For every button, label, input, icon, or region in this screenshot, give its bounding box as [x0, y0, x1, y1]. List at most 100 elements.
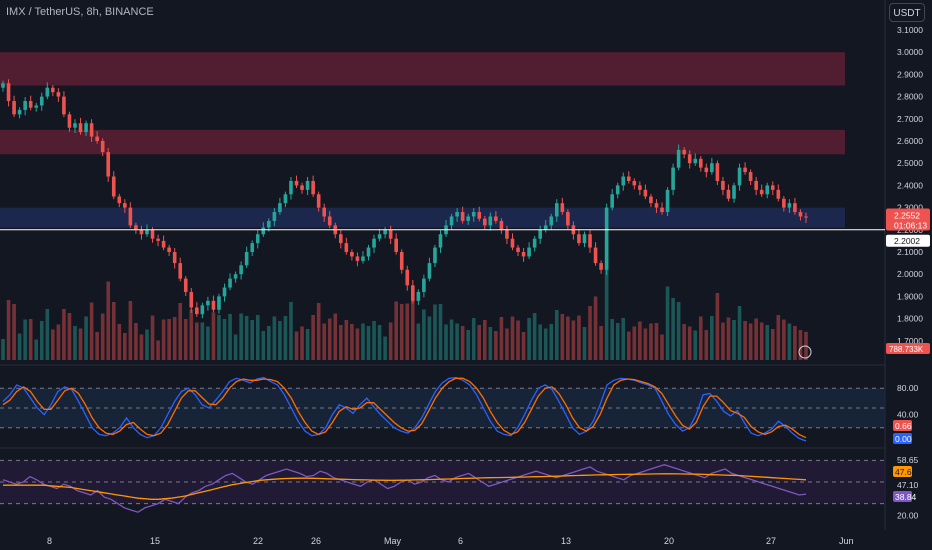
- candle-body: [12, 101, 16, 115]
- candle-body: [477, 212, 482, 219]
- volume-bar: [477, 325, 482, 360]
- candle-body: [366, 247, 371, 257]
- volume-bar: [339, 325, 343, 360]
- candle-body: [770, 185, 775, 190]
- volume-bar: [67, 313, 72, 360]
- candle-body: [95, 136, 99, 141]
- candle-body: [427, 263, 432, 279]
- candle-body: [610, 194, 614, 208]
- candle-body: [483, 218, 487, 226]
- volume-bar: [294, 331, 299, 360]
- candle-body: [62, 96, 66, 115]
- volume-bar: [289, 302, 293, 360]
- candle-body: [305, 180, 310, 190]
- candle-body: [726, 189, 731, 199]
- currency-button[interactable]: USDT: [889, 3, 925, 22]
- candle-body: [56, 92, 61, 97]
- candle-body: [748, 172, 753, 181]
- price-tick-label: 2.5000: [897, 158, 923, 168]
- candle-body: [311, 180, 315, 195]
- volume-bar: [660, 334, 664, 360]
- candle-body: [161, 240, 166, 248]
- volume-bar: [73, 326, 77, 360]
- candle-body: [737, 167, 742, 186]
- candle-body: [793, 203, 797, 213]
- candle-body: [665, 189, 670, 213]
- candle-body: [532, 238, 537, 248]
- candle-body: [554, 203, 559, 217]
- candle-body: [494, 216, 498, 221]
- candle-body: [804, 216, 808, 218]
- candle-body: [776, 189, 781, 199]
- candle-body: [671, 167, 675, 190]
- price-tick-label: 2.1000: [897, 247, 923, 257]
- volume-bar: [366, 326, 371, 360]
- volume-bar: [272, 316, 277, 360]
- rsi-value: 38.84: [895, 492, 917, 502]
- volume-bar: [145, 329, 149, 360]
- volume-bar: [427, 316, 432, 360]
- volume-bar: [577, 315, 581, 360]
- volume-bar: [455, 323, 459, 360]
- candle-body: [710, 163, 714, 173]
- volume-bar: [416, 323, 421, 360]
- volume-bar: [261, 331, 266, 360]
- volume-bar: [710, 316, 714, 360]
- volume-bar: [399, 304, 404, 360]
- candle-body: [394, 238, 398, 252]
- volume-bar: [23, 319, 27, 360]
- candle-body: [416, 291, 421, 301]
- candle-body: [145, 229, 149, 235]
- candle-body: [449, 216, 454, 226]
- volume-bar: [189, 309, 194, 360]
- volume-bar: [798, 330, 803, 360]
- candle-body: [422, 278, 426, 292]
- rsi-ma-line: [3, 473, 807, 500]
- candle-body: [638, 185, 642, 190]
- candle-body: [715, 163, 720, 181]
- candle-body: [178, 263, 183, 279]
- volume-bar: [560, 314, 565, 360]
- candle-body: [649, 196, 653, 204]
- volume-bar: [244, 316, 249, 360]
- candle-body: [322, 207, 326, 217]
- volume-bar: [305, 329, 310, 360]
- stoch-d-line: [2, 377, 807, 439]
- price-tick-label: 2.0000: [897, 269, 923, 279]
- last-price-label: 2.2552: [894, 211, 920, 221]
- volume-bar: [172, 317, 177, 360]
- volume-bar: [405, 303, 410, 360]
- price-tick-label: 2.6000: [897, 136, 923, 146]
- candle-body: [128, 207, 133, 226]
- candle-body: [100, 141, 105, 153]
- volume-bar: [626, 331, 631, 360]
- candle-body: [261, 227, 266, 235]
- volume-bar: [422, 309, 426, 360]
- volume-bar: [532, 313, 537, 360]
- volume-bar: [78, 328, 83, 360]
- candle-body: [510, 238, 515, 248]
- candle-body: [599, 263, 603, 270]
- candle-body: [244, 252, 249, 266]
- price-tick-label: 2.9000: [897, 69, 923, 79]
- volume-bar: [316, 303, 321, 360]
- candle-body: [217, 296, 221, 310]
- volume-bar: [593, 296, 598, 360]
- time-tick-label: 22: [253, 536, 263, 546]
- candle-body: [167, 247, 171, 252]
- candle-body: [754, 180, 758, 190]
- volume-bar: [665, 286, 670, 360]
- candle-body: [516, 247, 520, 252]
- candle-body: [499, 220, 504, 230]
- volume-bar: [17, 333, 22, 360]
- volume-bar: [649, 323, 653, 360]
- candle-body: [372, 238, 376, 248]
- last-price-badge: [886, 208, 930, 231]
- volume-bar: [361, 323, 365, 360]
- volume-bar: [211, 312, 216, 360]
- candle-body: [17, 109, 22, 115]
- volume-bar: [516, 320, 520, 360]
- candle-body: [698, 158, 703, 168]
